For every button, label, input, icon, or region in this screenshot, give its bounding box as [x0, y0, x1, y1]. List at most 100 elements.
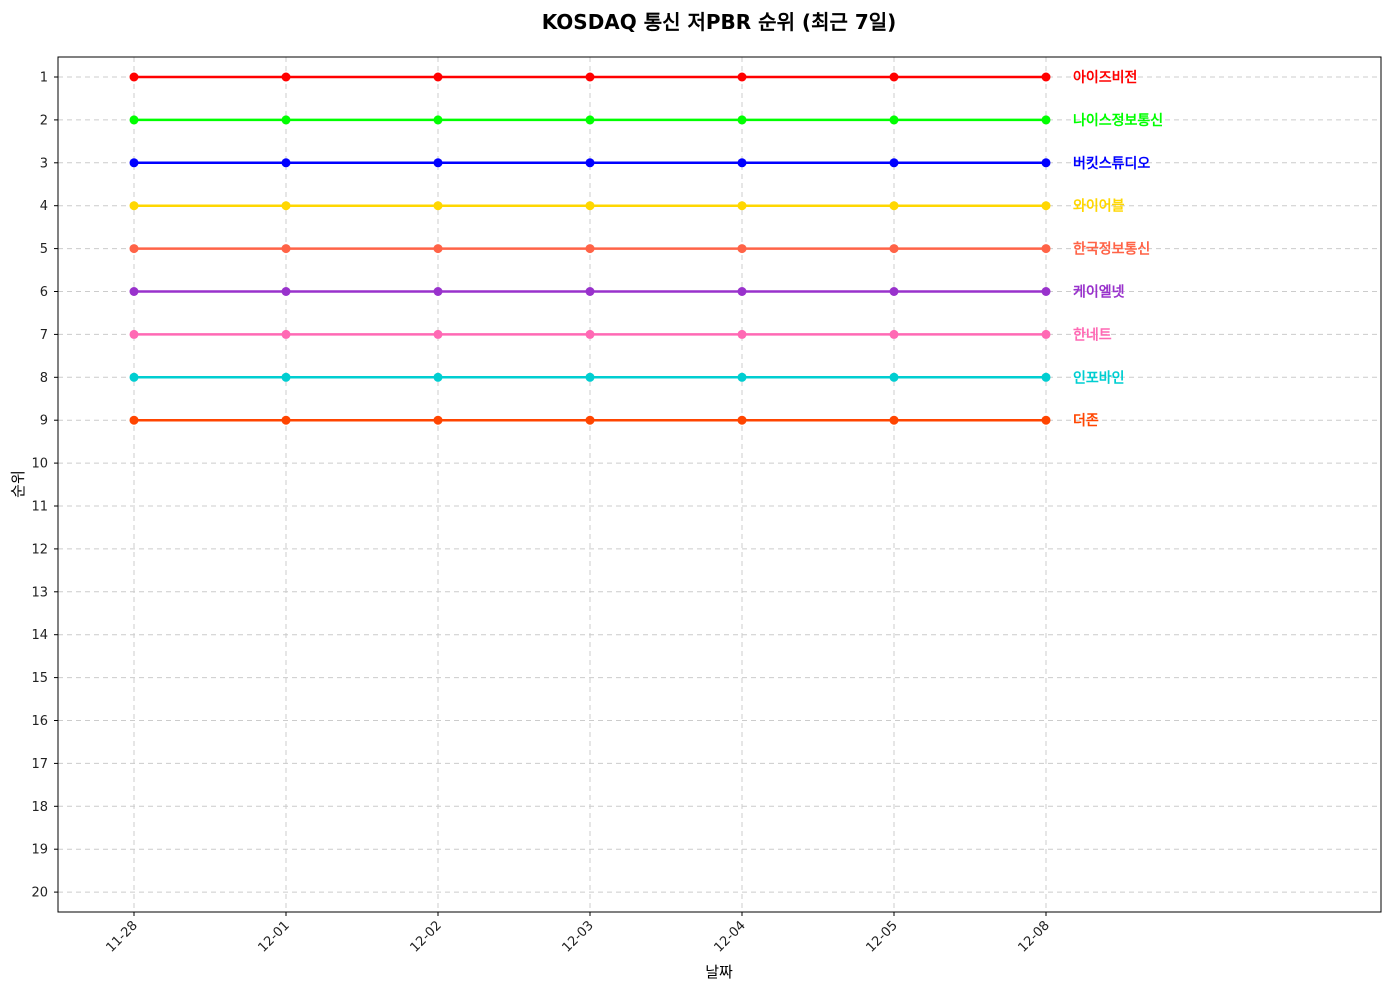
data-point: [889, 72, 899, 82]
data-point: [889, 115, 899, 125]
series-end-label: 한네트: [1073, 327, 1112, 343]
data-point: [737, 115, 747, 125]
series-end-label: 더존: [1073, 413, 1099, 429]
data-point: [585, 244, 595, 254]
data-point: [737, 244, 747, 254]
x-axis-label: 날짜: [705, 963, 733, 981]
y-tick-label: 1: [40, 71, 48, 86]
series-labels: 아이즈비전나이스정보통신버킷스튜디오와이어블한국정보통신케이엘넷한네트인포바인더…: [1073, 69, 1163, 429]
data-point: [737, 201, 747, 211]
y-tick-label: 14: [31, 628, 48, 643]
data-point: [889, 244, 899, 254]
series-end-label: 나이스정보통신: [1073, 112, 1163, 129]
data-point: [281, 372, 291, 382]
data-point: [889, 329, 899, 339]
data-point: [1041, 201, 1051, 211]
y-tick-label: 4: [40, 199, 48, 214]
data-point: [737, 329, 747, 339]
series-end-label: 와이어블: [1073, 198, 1125, 215]
data-point: [281, 115, 291, 125]
y-tick-label: 15: [31, 671, 48, 686]
data-point: [281, 415, 291, 425]
x-tick-label: 12-01: [256, 918, 293, 955]
data-point: [1041, 72, 1051, 82]
series-end-label: 인포바인: [1073, 369, 1125, 386]
y-tick-label: 19: [31, 843, 48, 858]
data-point: [281, 201, 291, 211]
x-tick-label: 12-08: [1016, 918, 1053, 955]
data-point: [129, 72, 139, 82]
y-tick-label: 16: [31, 714, 48, 729]
data-point: [129, 115, 139, 125]
data-point: [889, 287, 899, 296]
y-tick-label: 12: [31, 542, 48, 557]
data-point: [737, 372, 747, 382]
data-point: [585, 115, 595, 125]
data-point: [433, 158, 443, 168]
x-axis-ticks: 11-28 12-01 12-02 12-03 12-04 12-05 12-08: [104, 912, 1053, 956]
y-tick-label: 18: [31, 800, 48, 815]
data-point: [1041, 329, 1051, 339]
x-tick-label: 12-05: [864, 918, 901, 955]
data-point: [889, 415, 899, 425]
data-point: [585, 287, 595, 296]
series-end-label: 버킷스튜디오: [1073, 155, 1150, 172]
data-point: [585, 72, 595, 82]
y-tick-label: 3: [40, 156, 48, 171]
data-point: [129, 372, 139, 382]
y-tick-label: 8: [40, 371, 48, 386]
x-tick-label: 12-03: [560, 918, 597, 955]
data-point: [129, 329, 139, 339]
data-point: [889, 158, 899, 168]
data-point: [433, 72, 443, 82]
plot-frame: [57, 56, 1382, 913]
data-point: [737, 72, 747, 82]
data-point: [129, 244, 139, 254]
data-point: [281, 287, 291, 296]
data-point: [585, 158, 595, 168]
y-tick-label: 20: [31, 886, 48, 901]
y-tick-label: 13: [31, 585, 48, 600]
y-tick-label: 11: [31, 500, 48, 515]
data-point: [1041, 372, 1051, 382]
data-point: [433, 287, 443, 296]
data-point: [1041, 287, 1051, 296]
data-point: [129, 287, 139, 296]
y-tick-label: 17: [31, 757, 48, 772]
data-point: [1041, 158, 1051, 168]
data-point: [585, 372, 595, 382]
data-point: [433, 415, 443, 425]
data-point: [585, 329, 595, 339]
y-axis-label: 순위: [9, 470, 27, 498]
data-point: [1041, 115, 1051, 125]
data-point: [737, 158, 747, 168]
data-point: [585, 415, 595, 425]
data-point: [129, 158, 139, 168]
series-end-label: 케이엘넷: [1073, 284, 1125, 301]
data-point: [433, 372, 443, 382]
data-point: [433, 329, 443, 339]
data-point: [433, 244, 443, 254]
data-point: [281, 72, 291, 82]
data-point: [433, 201, 443, 211]
y-tick-label: 9: [40, 414, 48, 429]
data-point: [585, 201, 595, 211]
series-end-label: 한국정보통신: [1073, 241, 1150, 258]
y-tick-label: 7: [40, 328, 48, 343]
data-point: [737, 287, 747, 296]
x-tick-label: 12-04: [712, 918, 749, 955]
data-point: [737, 415, 747, 425]
y-tick-label: 2: [40, 113, 48, 128]
y-tick-label: 5: [40, 242, 48, 257]
data-point: [889, 201, 899, 211]
data-point: [1041, 244, 1051, 254]
data-point: [433, 115, 443, 125]
data-point: [129, 201, 139, 211]
x-tick-label: 11-28: [104, 918, 141, 955]
data-point: [281, 329, 291, 339]
chart-title: KOSDAQ 통신 저PBR 순위 (최근 7일): [542, 10, 897, 34]
data-point: [281, 244, 291, 254]
x-tick-label: 12-02: [408, 918, 445, 955]
